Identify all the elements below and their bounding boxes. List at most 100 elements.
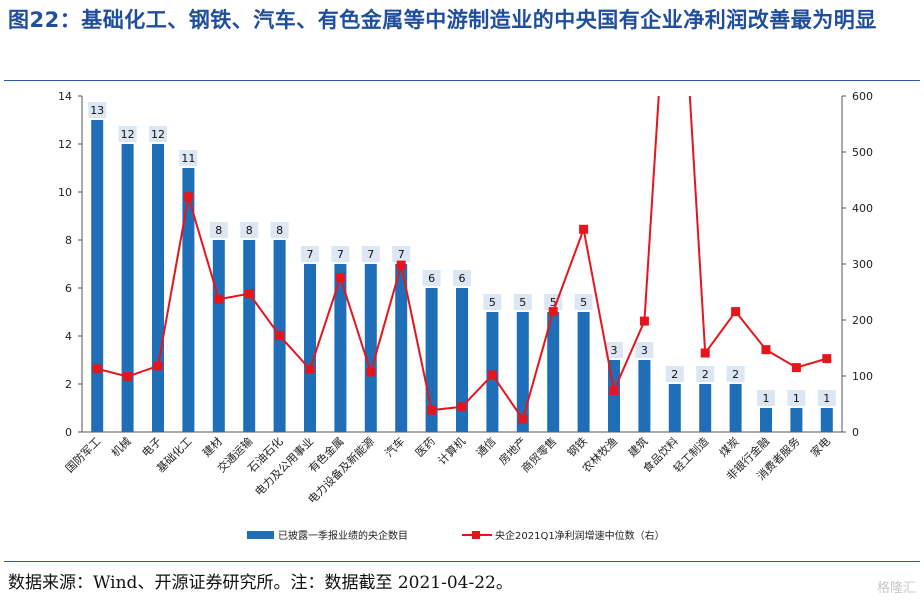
x-tick-label: 汽车	[382, 434, 407, 459]
bar-data-label: 2	[732, 368, 739, 381]
line-marker	[761, 345, 771, 355]
footer-divider	[4, 561, 920, 562]
watermark: 格隆汇	[876, 581, 916, 596]
bar	[395, 264, 408, 432]
bar-label-bg	[696, 366, 715, 382]
x-tick-label: 家电	[807, 434, 832, 459]
bar	[456, 288, 468, 432]
bar-data-label: 12	[151, 128, 165, 141]
bar	[364, 264, 377, 432]
bar	[820, 408, 833, 432]
bar-label-bg	[453, 270, 471, 286]
bar	[668, 384, 681, 432]
line-marker	[366, 367, 376, 377]
x-tick-label: 医药	[413, 435, 438, 460]
line-marker	[275, 331, 285, 341]
line-series	[92, 96, 832, 424]
bar	[152, 144, 164, 432]
legend: 已披露一季报业绩的央企数目 央企2021Q1净利润增速中位数（右）	[247, 529, 665, 542]
right-tick-label: 0	[852, 426, 859, 439]
x-tick-label: 机械	[108, 434, 133, 459]
bar-data-label: 3	[611, 344, 618, 357]
bar-label-bg	[726, 366, 745, 382]
line-marker	[123, 372, 133, 382]
source-note: 数据来源：Wind、开源证券研究所。注：数据截至 2021-04-22。	[8, 573, 513, 593]
bar	[760, 408, 772, 432]
right-tick-label: 300	[852, 258, 873, 271]
line-marker	[548, 307, 558, 317]
bar-data-label: 1	[763, 392, 770, 405]
line-marker	[791, 363, 801, 373]
bar	[243, 240, 256, 432]
bar-data-label: 5	[550, 296, 557, 309]
left-tick-label: 4	[65, 330, 72, 343]
bar	[212, 240, 225, 432]
bar-label-bg	[483, 294, 502, 310]
line-marker	[518, 414, 528, 424]
title-divider	[4, 80, 920, 81]
bar-data-label: 8	[276, 224, 283, 237]
bar-data-label: 7	[398, 248, 405, 261]
left-tick-label: 10	[58, 186, 72, 199]
bar	[729, 384, 742, 432]
bar	[699, 384, 712, 432]
bar	[516, 312, 529, 432]
left-tick-label: 12	[58, 138, 72, 151]
bar-label-bg	[331, 246, 350, 262]
left-tick-label: 2	[65, 378, 72, 391]
bar-data-label: 3	[641, 344, 648, 357]
line-marker	[487, 370, 497, 380]
bar-label-bg	[787, 390, 806, 406]
bar-label-bg	[301, 246, 319, 262]
x-tick-label: 国防军工	[62, 434, 103, 475]
bar-label-bg	[422, 270, 441, 286]
bar-label-bg	[635, 342, 654, 358]
bar-label-bg	[574, 294, 593, 310]
bar-label-bg	[513, 294, 532, 310]
bar-series	[91, 120, 833, 432]
bar-label-bg	[240, 222, 259, 238]
legend-swatch-bar	[247, 531, 274, 539]
bar-data-label: 2	[671, 368, 678, 381]
right-tick-label: 600	[852, 90, 873, 103]
bar-label-bg	[179, 150, 198, 166]
legend-label-bar: 已披露一季报业绩的央企数目	[278, 529, 408, 542]
line-marker	[214, 294, 224, 304]
x-tick-label: 通信	[474, 435, 499, 460]
x-tick-label: 建筑	[625, 434, 650, 459]
bar	[334, 264, 347, 432]
line-marker	[579, 224, 589, 234]
left-tick-label: 0	[65, 426, 72, 439]
bar-data-label: 5	[519, 296, 526, 309]
bar-data-label: 7	[337, 248, 344, 261]
x-tick-label: 建材	[199, 434, 224, 459]
bar-data-label: 13	[90, 104, 104, 117]
bar-data-label: 8	[246, 224, 253, 237]
bar-data-label: 1	[823, 392, 830, 405]
bar-label-bg	[88, 102, 107, 118]
bar-label-bg	[665, 366, 684, 382]
right-tick-label: 200	[852, 314, 873, 327]
line-marker	[183, 192, 193, 202]
line-marker	[92, 364, 102, 374]
x-tick-label: 钢铁	[565, 435, 590, 460]
left-tick-label: 14	[58, 90, 72, 103]
bar	[121, 144, 134, 432]
left-tick-label: 8	[65, 234, 72, 247]
bar-data-label: 8	[215, 224, 222, 237]
bar-label-bg	[757, 390, 775, 406]
line-marker	[609, 386, 619, 396]
x-tick-label: 煤炭	[717, 435, 742, 460]
bar-data-label: 5	[580, 296, 587, 309]
bar	[547, 312, 560, 432]
chart-title: 图22：基础化工、钢铁、汽车、有色金属等中游制造业的中央国有企业净利润改善最为明…	[8, 8, 877, 32]
line-marker	[822, 354, 832, 364]
bar-data-label: 6	[428, 272, 435, 285]
line-marker	[305, 364, 315, 374]
line-marker	[639, 316, 649, 326]
bar-label-bg	[209, 222, 228, 238]
bar	[304, 264, 316, 432]
bar	[91, 120, 104, 432]
